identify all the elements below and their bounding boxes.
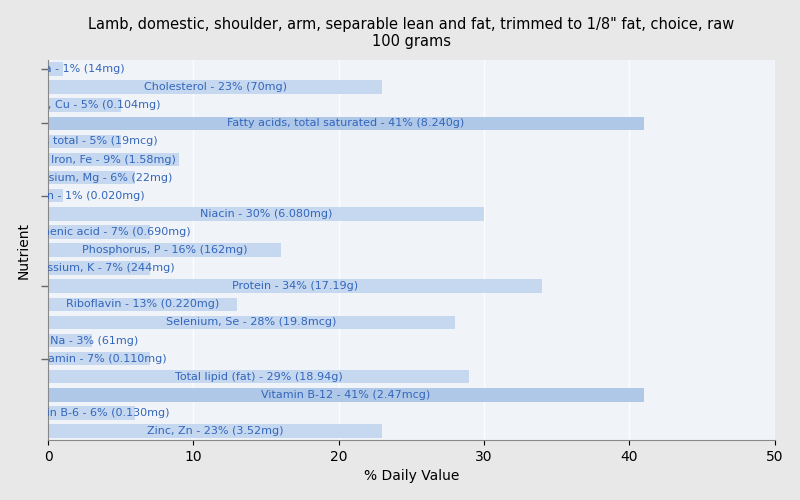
Title: Lamb, domestic, shoulder, arm, separable lean and fat, trimmed to 1/8" fat, choi: Lamb, domestic, shoulder, arm, separable… <box>88 16 734 49</box>
Bar <box>48 424 382 438</box>
X-axis label: % Daily Value: % Daily Value <box>364 470 459 484</box>
Bar <box>48 280 542 293</box>
Text: Iron, Fe - 9% (1.58mg): Iron, Fe - 9% (1.58mg) <box>51 154 176 164</box>
Bar <box>48 225 150 238</box>
Text: Potassium, K - 7% (244mg): Potassium, K - 7% (244mg) <box>23 263 174 273</box>
Text: Vitamin B-12 - 41% (2.47mcg): Vitamin B-12 - 41% (2.47mcg) <box>262 390 430 400</box>
Text: Magnesium, Mg - 6% (22mg): Magnesium, Mg - 6% (22mg) <box>11 172 172 182</box>
Text: Cholesterol - 23% (70mg): Cholesterol - 23% (70mg) <box>144 82 286 92</box>
Bar <box>48 352 150 366</box>
Bar <box>48 316 455 329</box>
Text: Vitamin B-6 - 6% (0.130mg): Vitamin B-6 - 6% (0.130mg) <box>14 408 170 418</box>
Bar <box>48 62 62 76</box>
Text: Manganese, Mn - 1% (0.020mg): Manganese, Mn - 1% (0.020mg) <box>0 190 145 200</box>
Text: Zinc, Zn - 23% (3.52mg): Zinc, Zn - 23% (3.52mg) <box>147 426 283 436</box>
Bar <box>48 152 179 166</box>
Bar <box>48 406 135 419</box>
Text: Sodium, Na - 3% (61mg): Sodium, Na - 3% (61mg) <box>1 336 138 345</box>
Text: Selenium, Se - 28% (19.8mcg): Selenium, Se - 28% (19.8mcg) <box>166 318 337 328</box>
Text: Pantothenic acid - 7% (0.690mg): Pantothenic acid - 7% (0.690mg) <box>7 227 190 237</box>
Bar <box>48 207 484 220</box>
Bar <box>48 243 281 257</box>
Text: Copper, Cu - 5% (0.104mg): Copper, Cu - 5% (0.104mg) <box>8 100 161 110</box>
Bar <box>48 334 92 347</box>
Bar <box>48 116 644 130</box>
Bar <box>48 370 470 384</box>
Text: Fatty acids, total saturated - 41% (8.240g): Fatty acids, total saturated - 41% (8.24… <box>227 118 465 128</box>
Text: Riboflavin - 13% (0.220mg): Riboflavin - 13% (0.220mg) <box>66 300 219 310</box>
Bar <box>48 171 135 184</box>
Bar <box>48 298 237 311</box>
Y-axis label: Nutrient: Nutrient <box>17 222 30 278</box>
Text: Niacin - 30% (6.080mg): Niacin - 30% (6.080mg) <box>200 209 332 219</box>
Bar <box>48 189 62 202</box>
Text: Protein - 34% (17.19g): Protein - 34% (17.19g) <box>232 281 358 291</box>
Bar <box>48 98 121 112</box>
Bar <box>48 134 121 148</box>
Text: Calcium, Ca - 1% (14mg): Calcium, Ca - 1% (14mg) <box>0 64 125 74</box>
Text: Phosphorus, P - 16% (162mg): Phosphorus, P - 16% (162mg) <box>82 245 247 255</box>
Text: Folate, total - 5% (19mcg): Folate, total - 5% (19mcg) <box>11 136 157 146</box>
Bar <box>48 388 644 402</box>
Bar <box>48 262 150 275</box>
Bar <box>48 80 382 94</box>
Text: Total lipid (fat) - 29% (18.94g): Total lipid (fat) - 29% (18.94g) <box>175 372 342 382</box>
Text: Thiamin - 7% (0.110mg): Thiamin - 7% (0.110mg) <box>31 354 166 364</box>
